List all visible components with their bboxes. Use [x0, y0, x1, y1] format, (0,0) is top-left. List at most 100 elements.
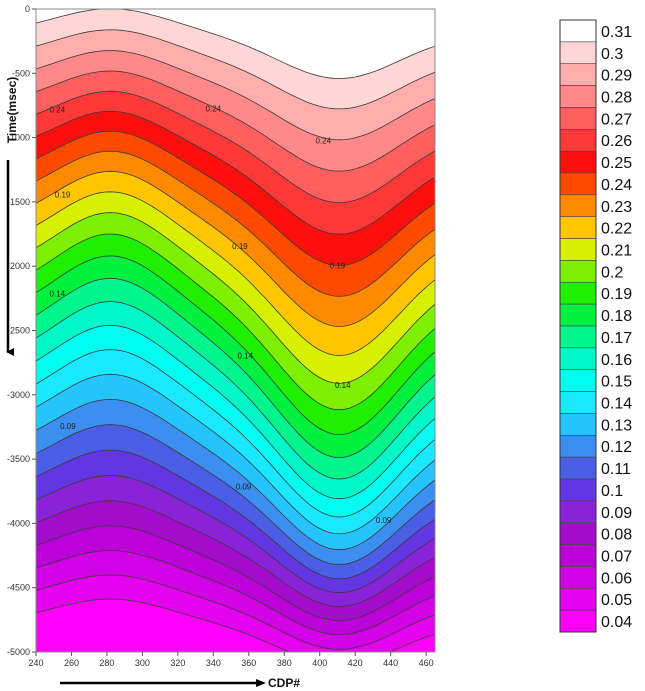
colorbar-label: 0.27	[601, 111, 632, 128]
colorbar-swatch	[559, 303, 597, 327]
colorbar-swatch	[559, 347, 597, 371]
contour-line	[36, 301, 435, 480]
y-tick-label: 0	[25, 4, 30, 14]
contour-line	[36, 550, 435, 636]
colorbar-swatch	[559, 19, 597, 43]
colorbar-swatch	[559, 522, 597, 545]
contour-line	[36, 9, 435, 79]
colorbar-swatch	[559, 85, 597, 108]
x-tick-label: 340	[206, 658, 221, 668]
colorbar-label: 0.19	[601, 286, 632, 303]
contour-label: 0.09	[60, 422, 76, 431]
contour-lines	[36, 9, 435, 652]
colorbar-label: 0.26	[601, 133, 632, 150]
y-tick-label: -3500	[7, 454, 30, 464]
contour-line	[36, 449, 435, 580]
contour-label: 0.24	[49, 106, 65, 115]
contour-label: 0.19	[330, 261, 346, 270]
y-tick-label: -1500	[7, 197, 30, 207]
colorbar-label: 0.24	[601, 177, 632, 194]
contour-label: 0.09	[376, 516, 392, 525]
colorbar-swatch	[559, 587, 597, 611]
colorbar-label: 0.14	[601, 396, 632, 413]
colorbar-label: 0.29	[601, 68, 632, 85]
y-tick-label: -3000	[7, 390, 30, 400]
x-axis-title: CDP#	[268, 676, 300, 690]
y-tick-label: -4500	[7, 583, 30, 593]
colorbar-label: 0.08	[601, 527, 632, 544]
colorbar-label: 0.1	[601, 483, 623, 500]
colorbar-swatch	[559, 434, 597, 458]
colorbar-label: 0.07	[601, 549, 632, 566]
contour-line	[36, 110, 435, 235]
colorbar-label: 0.18	[601, 308, 632, 325]
x-axis-ticks: 240 260 280 300 320 340 360 380 400 420 440 460	[28, 652, 434, 668]
x-tick-label: 420	[348, 658, 363, 668]
colorbar-swatch	[559, 63, 597, 86]
contour-line	[36, 212, 435, 384]
colorbar-swatch	[559, 325, 597, 349]
colorbar-swatch	[559, 107, 597, 130]
y-tick-label: -2000	[7, 261, 30, 271]
colorbar-label: 0.09	[601, 505, 632, 522]
contour-labels: 0.24 0.24 0.24 0.19 0.19 0.19 0.14 0.14 0.14 0.09…	[49, 104, 391, 525]
colorbar-label: 0.13	[601, 417, 632, 434]
colorbar-swatch	[559, 150, 597, 174]
colorbar-swatch	[559, 609, 597, 633]
x-tick-label: 240	[28, 658, 43, 668]
x-tick-label: 460	[419, 658, 434, 668]
contour-line	[36, 29, 435, 110]
x-tick-label: 280	[99, 658, 114, 668]
colorbar-label: 0.04	[601, 614, 632, 631]
contour-line	[36, 525, 435, 621]
contour-label: 0.19	[232, 242, 248, 251]
colorbar-swatch	[559, 478, 597, 502]
colorbar-swatch	[559, 216, 597, 239]
colorbar-swatch	[559, 369, 597, 392]
y-tick-label: -1000	[7, 133, 30, 143]
colorbar-swatch	[559, 566, 597, 589]
contour-label: 0.09	[236, 483, 252, 492]
contour-line	[36, 50, 435, 141]
colorbar-label: 0.23	[601, 199, 632, 216]
contour-line	[36, 233, 435, 411]
contour-line	[36, 191, 435, 356]
contour-line	[36, 324, 435, 500]
x-tick-label: 440	[383, 658, 398, 668]
colorbar-swatch	[559, 544, 597, 567]
contour-line	[36, 349, 435, 518]
colorbar-label: 0.17	[601, 330, 632, 347]
colorbar-swatch	[559, 41, 597, 65]
contour-label: 0.14	[49, 290, 65, 299]
contour-line	[36, 70, 435, 172]
colorbar: 0.31 0.3 0.29 0.28 0.27 0.26 0.25 0.24 0.23 0.22 0…	[559, 19, 632, 633]
colorbar-frame	[559, 19, 597, 633]
colorbar-swatch	[559, 238, 597, 261]
contour-line	[36, 170, 435, 327]
colorbar-swatch	[559, 281, 597, 305]
contour-label: 0.24	[206, 104, 222, 113]
y-tick-label: -5000	[7, 647, 30, 657]
colorbar-swatch	[559, 260, 597, 283]
colorbar-swatch	[559, 500, 597, 524]
contour-line	[36, 598, 435, 652]
contour-line	[36, 277, 435, 459]
y-tick-label: -4000	[7, 518, 30, 528]
contour-line	[36, 500, 435, 607]
contour-line	[36, 255, 435, 435]
contour-label: 0.14	[237, 351, 253, 360]
colorbar-label: 0.16	[601, 352, 632, 369]
y-tick-label: -500	[12, 68, 30, 78]
colorbar-label: 0.21	[601, 243, 632, 260]
colorbar-label: 0.12	[601, 439, 632, 456]
colorbar-swatch	[559, 128, 597, 152]
x-tick-label: 320	[170, 658, 185, 668]
colorbar-swatch	[559, 194, 597, 218]
colorbar-label: 0.05	[601, 592, 632, 609]
x-tick-label: 400	[312, 658, 327, 668]
colorbar-swatch	[559, 413, 597, 436]
contour-line	[36, 90, 435, 204]
colorbar-label: 0.31	[601, 24, 632, 41]
x-tick-label: 260	[64, 658, 79, 668]
